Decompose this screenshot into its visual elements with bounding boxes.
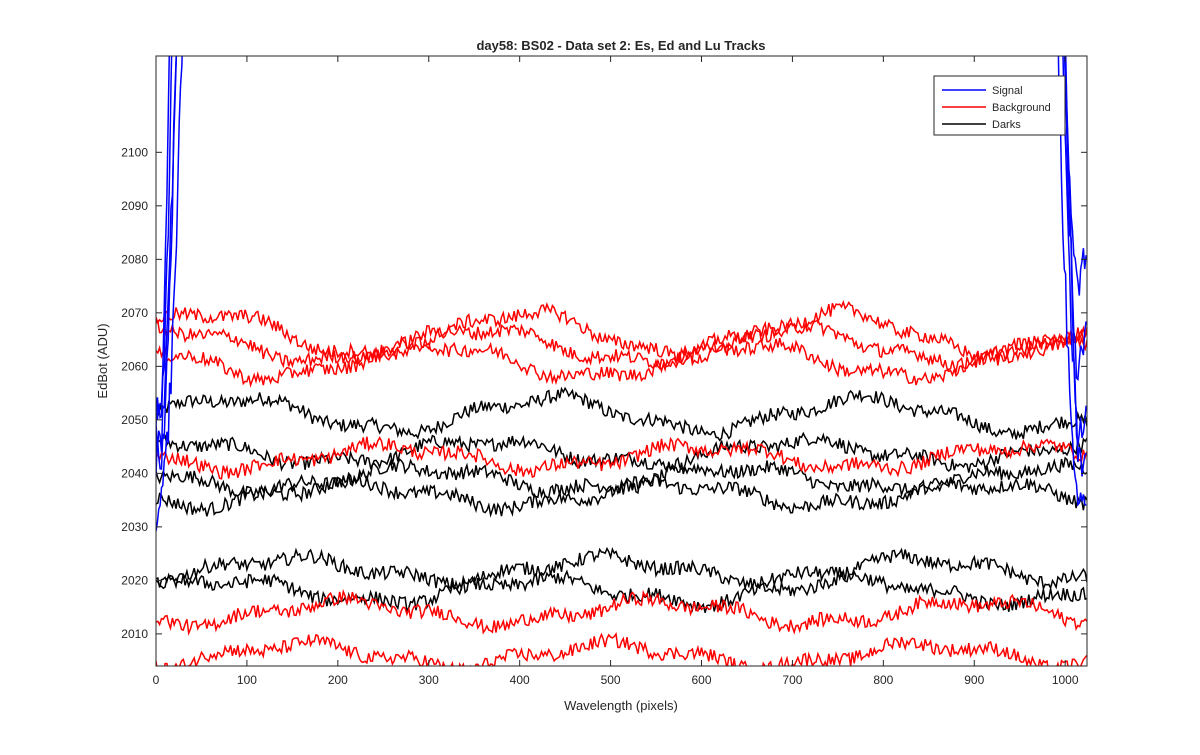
axes-box <box>155 55 1088 667</box>
y-tick-label: 2010 <box>121 627 148 641</box>
legend[interactable]: Signal Background Darks <box>933 75 1066 136</box>
y-tick-label: 2090 <box>121 199 148 213</box>
y-tick-label: 2070 <box>121 306 148 320</box>
x-tick-label: 200 <box>328 673 348 687</box>
darks-line <box>156 546 1087 592</box>
background-line <box>156 299 1087 367</box>
plot-area <box>156 56 1087 666</box>
background-line <box>156 588 1087 637</box>
x-tick-label: 1000 <box>1052 673 1079 687</box>
x-tick-label: 0 <box>153 673 160 687</box>
x-axis: 0 100 200 300 400 500 600 700 800 900 1000 <box>153 56 1079 687</box>
x-tick-label: 400 <box>510 673 530 687</box>
signal-line <box>1064 56 1087 296</box>
y-tick-label: 2040 <box>121 466 148 480</box>
y-tick-label: 2020 <box>121 573 148 587</box>
x-tick-label: 500 <box>601 673 621 687</box>
x-tick-label: 600 <box>691 673 711 687</box>
y-tick-label: 2030 <box>121 520 148 534</box>
chart-title: day58: BS02 - Data set 2: Es, Ed and Lu … <box>476 38 765 53</box>
x-tick-label: 300 <box>419 673 439 687</box>
y-tick-label: 2100 <box>121 145 148 159</box>
series-layer <box>156 56 1087 666</box>
darks-line <box>156 386 1087 442</box>
darks-line <box>156 471 1087 518</box>
x-tick-label: 800 <box>873 673 893 687</box>
signal-line <box>156 56 178 452</box>
y-axis-label: EdBot (ADU) <box>95 323 110 398</box>
signal-line <box>156 56 177 476</box>
legend-label-background: Background <box>992 102 1051 114</box>
x-tick-label: 700 <box>782 673 802 687</box>
background-line <box>156 436 1087 480</box>
background-line <box>156 333 1087 388</box>
y-tick-label: 2050 <box>121 413 148 427</box>
x-tick-label: 100 <box>237 673 257 687</box>
legend-box <box>933 75 1066 136</box>
background-line <box>156 631 1087 666</box>
background-line <box>156 319 1087 374</box>
darks-line <box>156 569 1087 613</box>
x-tick-label: 900 <box>964 673 984 687</box>
legend-label-darks: Darks <box>992 119 1021 131</box>
signal-line <box>1062 56 1087 477</box>
x-axis-label: Wavelength (pixels) <box>564 698 678 713</box>
y-tick-label: 2080 <box>121 252 148 266</box>
signal-line <box>156 56 183 532</box>
signal-line <box>1057 56 1087 507</box>
y-axis: 2010 2020 2030 2040 2050 2060 2070 2080 2090 2100 <box>121 145 1087 641</box>
legend-label-signal: Signal <box>992 85 1023 97</box>
y-tick-label: 2060 <box>121 359 148 373</box>
